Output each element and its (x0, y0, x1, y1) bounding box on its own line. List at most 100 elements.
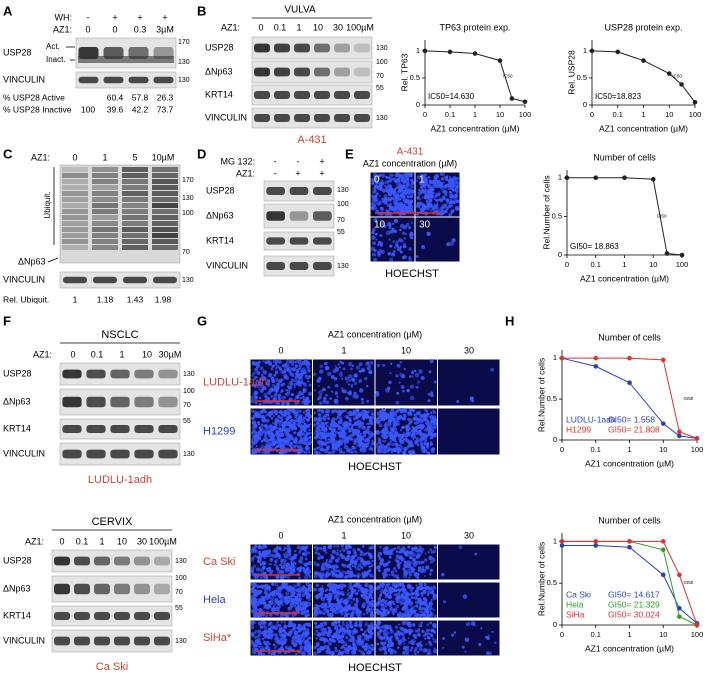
label: 1.98 (155, 294, 172, 304)
blot-band (110, 425, 130, 433)
nucleus (317, 442, 320, 445)
nucleus (376, 243, 380, 247)
nucleus (360, 565, 364, 569)
nucleus (452, 176, 457, 181)
nucleus (312, 587, 317, 592)
nucleus (295, 411, 299, 415)
nucleus (409, 593, 413, 596)
nucleus (355, 451, 358, 454)
nucleus (421, 178, 426, 182)
nucleus (289, 585, 293, 589)
label: 39.6 (107, 104, 124, 114)
nucleus (434, 422, 437, 425)
nucleus (357, 638, 362, 643)
nucleus (253, 361, 259, 366)
nucleus (366, 560, 371, 565)
nucleus (415, 255, 419, 258)
nucleus (296, 397, 299, 400)
nucleus (393, 411, 397, 415)
label: 30µM (159, 349, 182, 359)
nucleus (410, 189, 415, 194)
nucleus (410, 434, 415, 438)
data-point (692, 99, 698, 105)
blot-band (94, 556, 110, 566)
nucleus (445, 207, 449, 211)
y-axis-label: Rel.Number of cells (536, 542, 546, 616)
micrograph (437, 543, 501, 581)
nucleus (289, 370, 292, 373)
nucleus (291, 367, 296, 372)
nucleus (405, 232, 408, 236)
panel-label: G (197, 313, 207, 328)
nucleus (306, 432, 310, 436)
blot-smear (62, 185, 88, 190)
nucleus (278, 624, 282, 628)
x-tick-label: 10 (649, 260, 657, 269)
nucleus (388, 202, 393, 207)
nucleus (268, 623, 271, 626)
nucleus (322, 415, 325, 418)
nucleus (370, 410, 373, 413)
nucleus (398, 554, 402, 558)
nucleus (402, 431, 405, 434)
blot-strip (75, 71, 177, 89)
nucleus (395, 584, 400, 588)
nucleus (400, 239, 404, 243)
nucleus (410, 596, 414, 599)
blot-band (123, 276, 147, 284)
blot-band (294, 67, 310, 77)
blot-band (153, 276, 177, 284)
nucleus (377, 430, 380, 433)
label: 130 (376, 115, 388, 122)
nucleus (385, 614, 388, 617)
nucleus (339, 627, 343, 632)
nucleus (406, 584, 412, 589)
nucleus (290, 378, 295, 383)
nucleus (279, 596, 282, 600)
nucleus (409, 194, 413, 199)
nucleus (307, 613, 310, 617)
nucleus (393, 608, 398, 613)
nucleus (260, 444, 264, 449)
nucleus (301, 367, 306, 372)
label: 26.3 (157, 92, 174, 102)
blot-band (62, 369, 82, 379)
nucleus (383, 224, 387, 228)
nucleus (423, 195, 429, 200)
nucleus (388, 380, 392, 385)
nucleus (264, 545, 268, 549)
nucleus (259, 575, 264, 579)
nucleus (427, 551, 430, 554)
nucleus (279, 587, 283, 591)
nucleus (392, 567, 397, 571)
nucleus (357, 563, 362, 567)
nucleus (318, 390, 323, 395)
blot-band (154, 556, 170, 566)
label: 60.4 (107, 92, 124, 102)
nucleus (308, 588, 312, 592)
nucleus (390, 362, 393, 365)
nucleus (416, 196, 420, 200)
nucleus (263, 606, 266, 609)
nucleus (426, 451, 431, 455)
nucleus (420, 423, 424, 427)
nucleus (365, 598, 370, 602)
label: 100 (376, 59, 388, 66)
nucleus (418, 647, 423, 652)
nucleus (370, 603, 375, 608)
nucleus (408, 257, 412, 262)
nucleus (273, 646, 277, 650)
nucleus (326, 631, 330, 634)
nucleus (409, 384, 415, 389)
x-tick-label: 0 (590, 110, 594, 119)
nucleus (251, 586, 255, 590)
nucleus (276, 601, 280, 606)
label: Ubiquit. (43, 191, 52, 218)
nucleus (354, 589, 357, 592)
annotation: IC50 (672, 74, 682, 79)
nucleus (290, 393, 294, 397)
label: AZ1: (221, 22, 240, 32)
nucleus (344, 409, 347, 413)
nucleus (294, 364, 298, 368)
nucleus (355, 601, 359, 604)
